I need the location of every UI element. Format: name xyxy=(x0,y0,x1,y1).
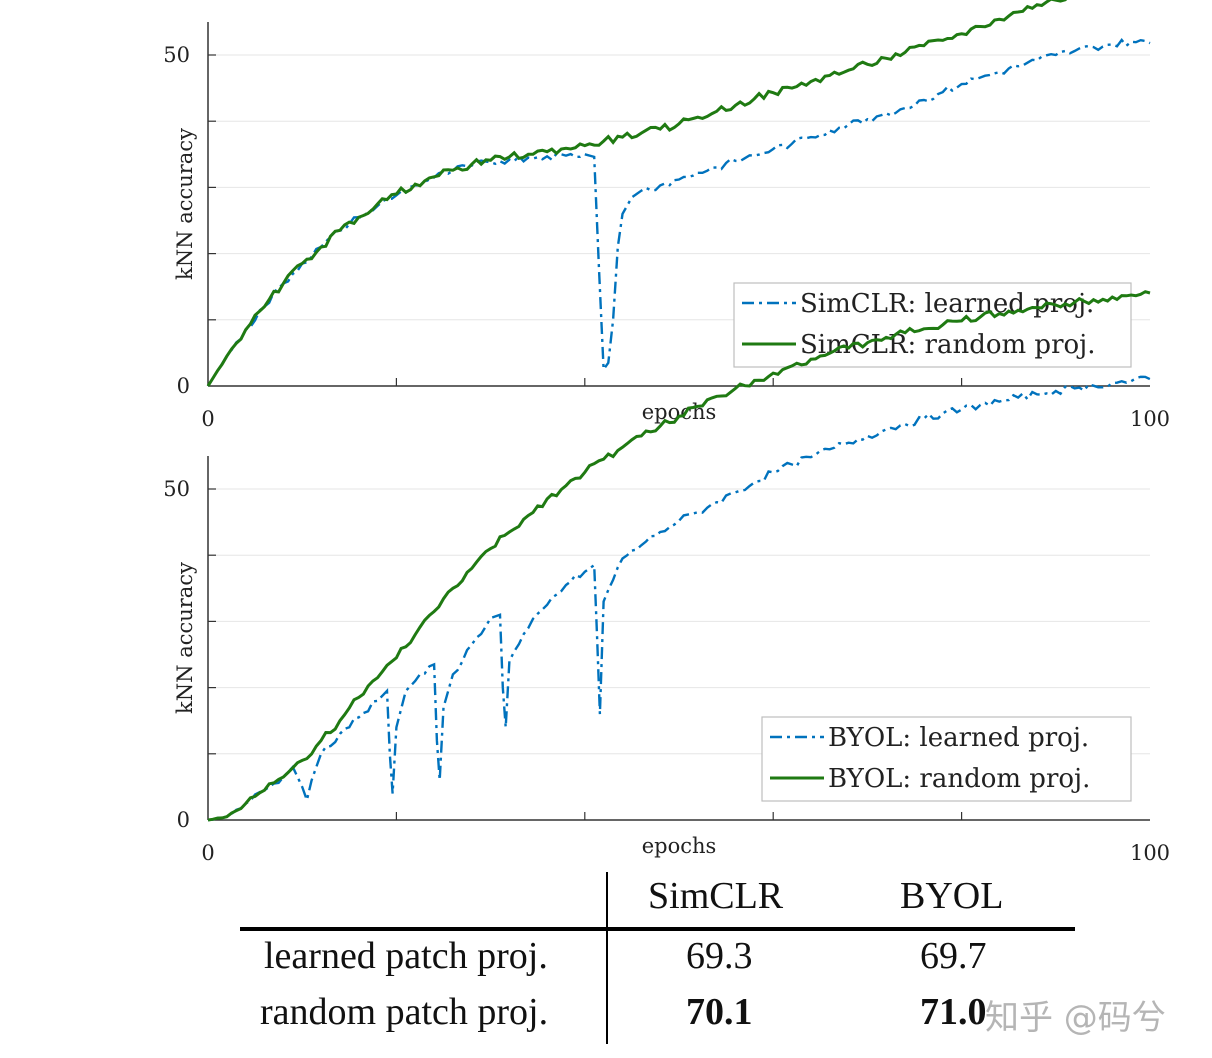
byol-legend-box xyxy=(761,716,1132,802)
simclr-legend-box xyxy=(733,282,1132,368)
byol-legend-learned-label: BYOL: learned proj. xyxy=(828,723,1089,753)
simclr-y-tick-label-50: 50 xyxy=(163,43,190,67)
figure: 0 50 0 100 epochs kNN accuracy SimCLR: l… xyxy=(163,0,1170,865)
byol-chart: 0 50 0 100 epochs kNN accuracy BYOL: lea… xyxy=(163,290,1170,865)
simclr-random-proj-line xyxy=(206,0,1068,387)
simclr-x-tick-label-0: 0 xyxy=(201,407,214,431)
table-header-simclr: SimCLR xyxy=(648,875,784,917)
byol-y-axis-title: kNN accuracy xyxy=(173,562,197,714)
byol-learned-proj-line xyxy=(207,375,1151,822)
table-vertical-rule xyxy=(606,872,608,1044)
simclr-ticks xyxy=(208,54,963,386)
table-row-label: random patch proj. xyxy=(260,991,549,1033)
table-cell-simclr: 70.1 xyxy=(686,991,753,1033)
byol-x-tick-label-100: 100 xyxy=(1130,841,1170,865)
byol-x-tick-label-0: 0 xyxy=(201,841,214,865)
byol-y-tick-label-50: 50 xyxy=(163,477,190,501)
byol-y-tick-label-0: 0 xyxy=(177,808,190,832)
simclr-y-axis-title: kNN accuracy xyxy=(173,128,197,280)
byol-random-proj-line xyxy=(207,290,1151,822)
table-header-byol: BYOL xyxy=(900,875,1004,917)
simclr-grid xyxy=(208,54,1150,321)
table-header-rule xyxy=(240,927,1075,931)
byol-legend-random-label: BYOL: random proj. xyxy=(828,764,1090,794)
simclr-learned-proj-line xyxy=(206,38,1151,387)
simclr-chart: 0 50 0 100 epochs kNN accuracy SimCLR: l… xyxy=(163,0,1170,431)
simclr-y-tick-label-0: 0 xyxy=(177,374,190,398)
table-cell-byol: 69.7 xyxy=(920,935,987,977)
byol-ticks xyxy=(208,488,963,820)
simclr-legend-random-label: SimCLR: random proj. xyxy=(800,330,1095,360)
table-cell-simclr: 69.3 xyxy=(686,935,753,977)
byol-grid xyxy=(208,488,1150,755)
byol-x-axis-title: epochs xyxy=(642,834,717,858)
results-table: SimCLR BYOL learned patch proj. 69.3 69.… xyxy=(240,872,1075,1044)
simclr-legend: SimCLR: learned proj. SimCLR: random pro… xyxy=(733,282,1132,368)
byol-legend: BYOL: learned proj. BYOL: random proj. xyxy=(761,716,1132,802)
watermark: 知乎 @码兮 xyxy=(985,998,1166,1038)
table-row-label: learned patch proj. xyxy=(264,935,548,977)
table-cell-byol: 71.0 xyxy=(920,991,987,1033)
simclr-x-tick-label-100: 100 xyxy=(1130,407,1170,431)
